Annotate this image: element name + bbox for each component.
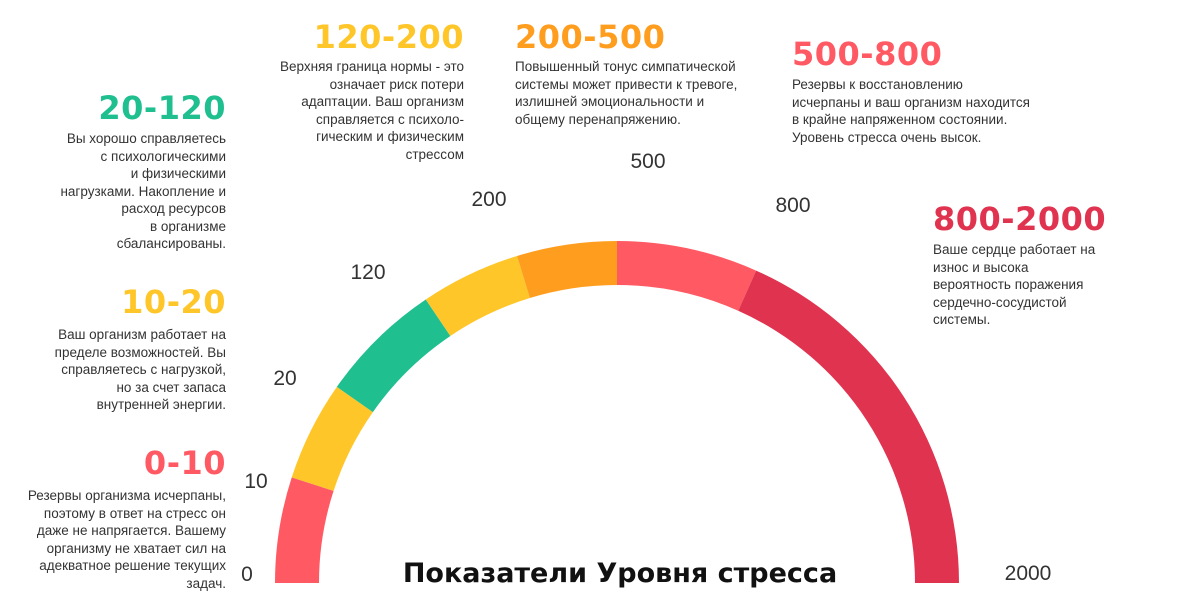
gauge-segment-500-800 xyxy=(617,241,757,311)
segment-block-200-500: 200-500 Повышенный тонус симпатической с… xyxy=(515,18,775,128)
tick-label-2000: 2000 xyxy=(1005,562,1052,585)
range-description-200-500: Повышенный тонус симпатической системы м… xyxy=(515,59,738,127)
segment-block-0-10: 0-10 Резервы организма исчерпаны, поэтом… xyxy=(0,444,226,592)
range-label-500-800: 500-800 xyxy=(792,35,943,73)
range-label-200-500: 200-500 xyxy=(515,18,666,56)
range-label-10-20: 10-20 xyxy=(121,283,226,321)
gauge-segment-0-10 xyxy=(275,477,334,583)
chart-title: Показатели Уровня стресса xyxy=(402,558,838,589)
range-label-0-10: 0-10 xyxy=(143,444,226,482)
segment-block-500-800: 500-800 Резервы к восстановлению исчерпа… xyxy=(792,35,1082,146)
gauge-segment-10-20 xyxy=(291,386,373,491)
tick-label-200: 200 xyxy=(471,188,506,211)
range-description-20-120: Вы хорошо справляетесь с психологическим… xyxy=(60,131,226,251)
gauge-tick-labels: 0 10 20 120 200 500 800 2000 xyxy=(241,150,1051,586)
range-description-0-10: Резервы организма исчерпаны, поэтому в о… xyxy=(27,488,226,591)
segment-block-800-2000: 800-2000 Ваше сердце работает на износ и… xyxy=(933,200,1163,329)
range-label-20-120: 20-120 xyxy=(98,89,226,127)
segment-block-10-20: 10-20 Ваш организм работает на пределе в… xyxy=(0,283,226,414)
tick-label-120: 120 xyxy=(350,261,385,284)
range-description-10-20: Ваш организм работает на пределе возможн… xyxy=(54,327,226,412)
range-description-120-200: Верхняя граница нормы - это означает рис… xyxy=(280,59,464,162)
range-label-800-2000: 800-2000 xyxy=(933,200,1107,238)
gauge-segment-120-200 xyxy=(425,255,530,336)
tick-label-20: 20 xyxy=(273,367,296,390)
gauge-segment-800-2000 xyxy=(738,270,959,583)
range-description-500-800: Резервы к восстановлению исчерпаны и ваш… xyxy=(792,77,1030,145)
tick-label-0: 0 xyxy=(241,563,253,586)
gauge-segment-20-120 xyxy=(336,299,451,413)
segment-block-120-200: 120-200 Верхняя граница нормы - это озна… xyxy=(240,18,464,163)
gauge-arcs xyxy=(275,241,959,583)
range-description-800-2000: Ваше сердце работает на износ и высока в… xyxy=(933,242,1096,327)
range-label-120-200: 120-200 xyxy=(313,18,464,56)
tick-label-800: 800 xyxy=(775,194,810,217)
tick-label-10: 10 xyxy=(244,470,267,493)
tick-label-500: 500 xyxy=(630,150,665,173)
segment-block-20-120: 20-120 Вы хорошо справляетесь с психолог… xyxy=(0,89,226,253)
gauge-segment-200-500 xyxy=(517,241,617,299)
